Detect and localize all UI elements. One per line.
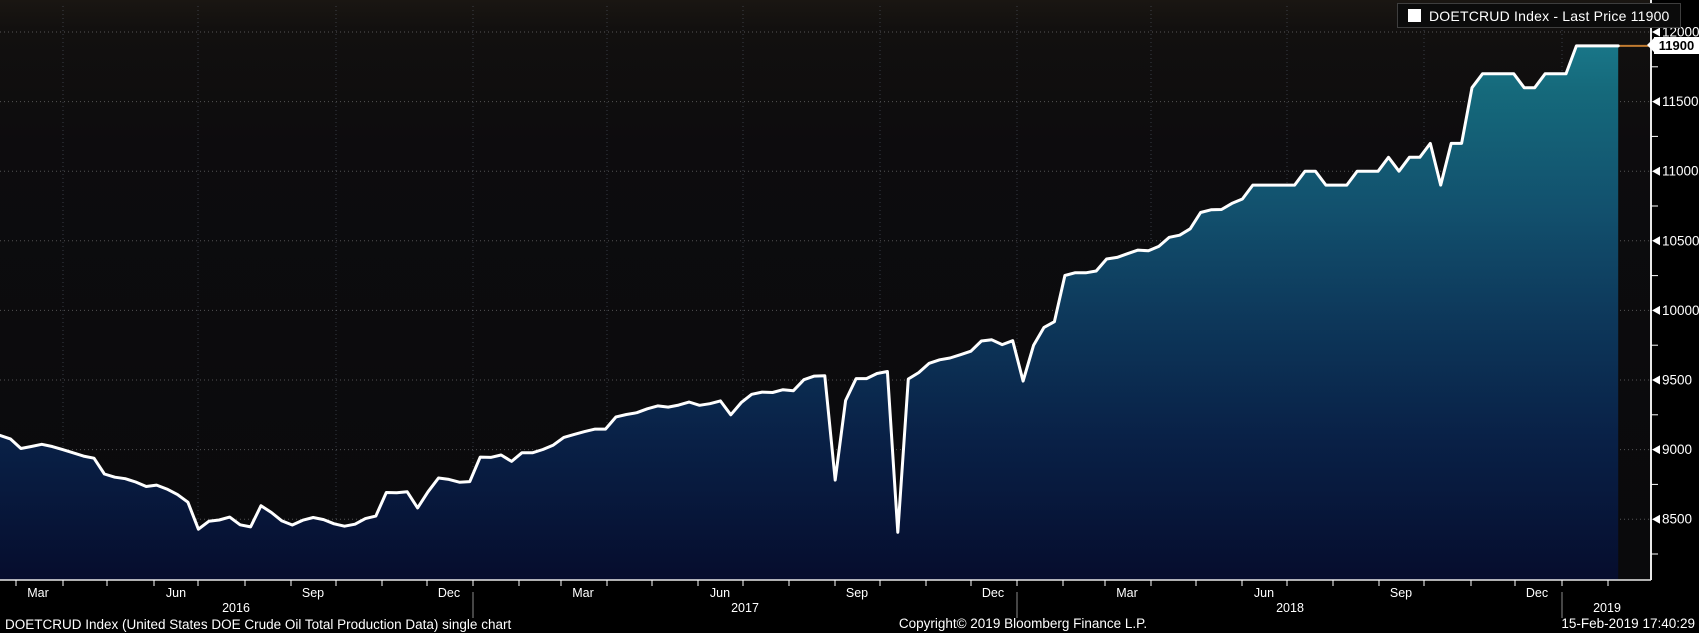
series-legend-label: DOETCRUD Index - Last Price 11900 bbox=[1429, 7, 1670, 24]
price-line bbox=[0, 44, 1620, 534]
y-tick-arrow-icon bbox=[1652, 375, 1660, 385]
x-month-label: Mar bbox=[1116, 586, 1138, 600]
y-tick-label: 8500 bbox=[1662, 512, 1692, 527]
y-tick-label: 9000 bbox=[1662, 442, 1692, 457]
last-price-value: 11900 bbox=[1658, 38, 1695, 53]
series-swatch-icon bbox=[1408, 9, 1421, 22]
y-tick-label: 9500 bbox=[1662, 373, 1692, 388]
area-fill bbox=[0, 45, 1619, 580]
y-tick-arrow-icon bbox=[1652, 305, 1660, 315]
x-month-label: Dec bbox=[982, 586, 1004, 600]
y-tick-label: 11500 bbox=[1662, 94, 1699, 109]
x-month-label: Mar bbox=[27, 586, 49, 600]
price-tag-arrow-icon bbox=[1647, 38, 1654, 52]
x-month-label: Mar bbox=[572, 586, 594, 600]
copyright-notice: Copyright© 2019 Bloomberg Finance L.P. bbox=[898, 616, 1148, 631]
x-month-label: Sep bbox=[1390, 586, 1412, 600]
x-month-label: Sep bbox=[302, 586, 324, 600]
x-month-label: Jun bbox=[710, 586, 730, 600]
chart-description: DOETCRUD Index (United States DOE Crude … bbox=[5, 617, 512, 632]
y-tick-arrow-icon bbox=[1652, 236, 1660, 246]
x-year-label: 2016 bbox=[222, 601, 250, 615]
y-tick-label: 12000 bbox=[1662, 25, 1699, 40]
y-tick-label: 10500 bbox=[1662, 233, 1699, 248]
x-month-label: Jun bbox=[1254, 586, 1274, 600]
y-tick-arrow-icon bbox=[1652, 27, 1660, 37]
y-tick-label: 11000 bbox=[1662, 164, 1699, 179]
last-price-tag: 11900 bbox=[1647, 37, 1699, 54]
y-tick-arrow-icon bbox=[1652, 166, 1660, 176]
timestamp: 15-Feb-2019 17:40:29 bbox=[1561, 616, 1695, 631]
x-month-label: Dec bbox=[1526, 586, 1548, 600]
x-axis[interactable]: Mar Jun Sep Dec Mar Jun Sep Dec Mar Jun Sep Dec 2016… bbox=[15, 580, 1621, 618]
x-month-label: Jun bbox=[166, 586, 186, 600]
axes-frame bbox=[0, 0, 1652, 581]
x-year-label: 2019 bbox=[1593, 601, 1621, 615]
x-year-label: 2018 bbox=[1276, 601, 1304, 615]
x-month-label: Dec bbox=[438, 586, 460, 600]
series-legend[interactable]: DOETCRUD Index - Last Price 11900 bbox=[1397, 3, 1681, 28]
y-tick-arrow-icon bbox=[1652, 97, 1660, 107]
y-tick-arrow-icon bbox=[1652, 514, 1660, 524]
y-tick-label: 10000 bbox=[1662, 303, 1699, 318]
y-axis[interactable]: 12000 11500 11000 10500 10000 9500 9000 8500 bbox=[1651, 25, 1699, 555]
x-year-label: 2017 bbox=[731, 601, 759, 615]
x-month-label: Sep bbox=[846, 586, 868, 600]
y-tick-arrow-icon bbox=[1652, 445, 1660, 455]
